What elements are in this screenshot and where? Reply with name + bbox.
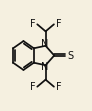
Text: F: F bbox=[30, 19, 35, 29]
Text: F: F bbox=[30, 82, 35, 92]
Text: N: N bbox=[41, 62, 49, 72]
Text: F: F bbox=[56, 19, 61, 29]
Text: S: S bbox=[67, 51, 73, 60]
Text: N: N bbox=[41, 39, 49, 49]
Text: F: F bbox=[56, 82, 61, 92]
